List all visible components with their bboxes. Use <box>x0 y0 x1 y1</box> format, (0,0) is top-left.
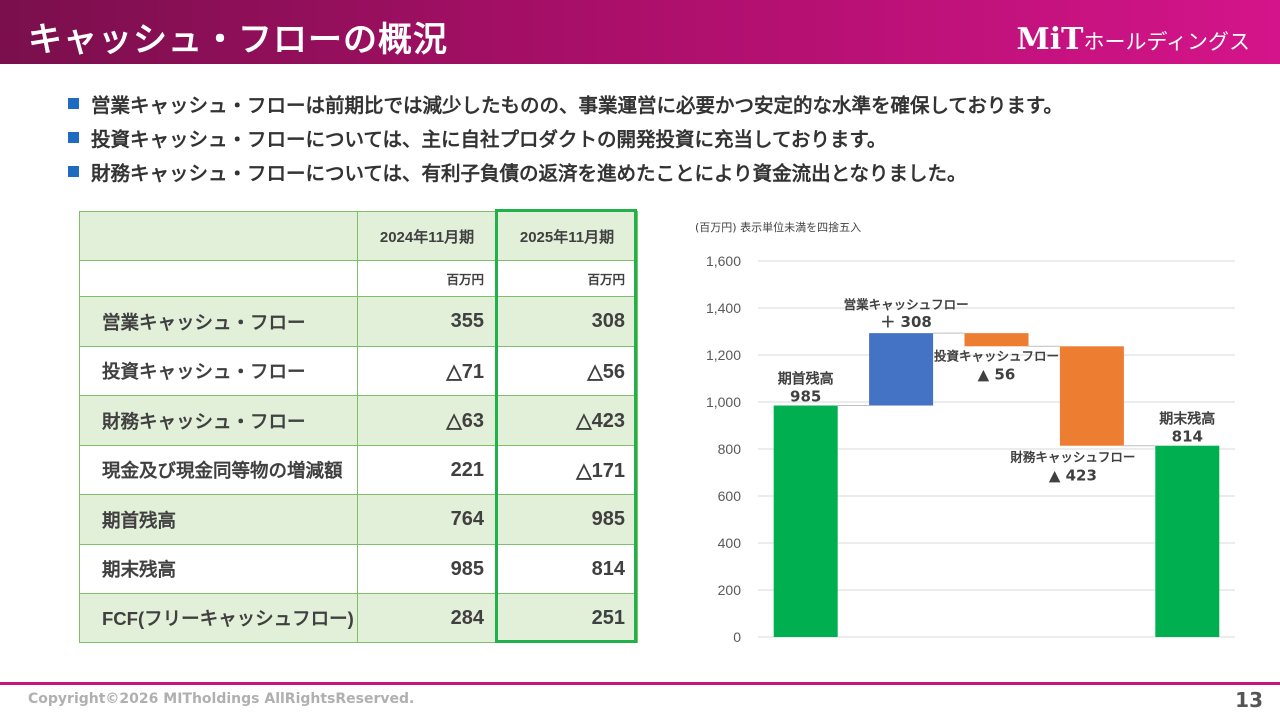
row-label: 期首残高 <box>79 494 358 545</box>
y-tick-label: 1,600 <box>706 253 741 269</box>
chart-unit-note: (百万円) 表示単位未満を四捨五入 <box>695 221 862 234</box>
cashflow-table: 2024年11月期 2025年11月期 百万円 百万円 営業キャッシュ・フロー … <box>79 211 638 643</box>
waterfall-bar <box>1059 346 1124 446</box>
bar-value-label: 814 <box>1172 428 1203 446</box>
square-bullet-icon <box>68 131 79 143</box>
waterfall-bar <box>1155 445 1220 637</box>
waterfall-bar <box>964 333 1029 347</box>
header-empty-cell <box>79 211 358 261</box>
y-tick-label: 800 <box>718 441 742 457</box>
table-row: 営業キャッシュ・フロー 355 308 <box>79 296 638 347</box>
row-value-2024: 284 <box>357 593 497 643</box>
table-row: 期末残高 985 814 <box>79 544 638 594</box>
row-value-2025: 814 <box>496 544 638 594</box>
header-bar: キャッシュ・フローの概況 MiTホールディングス <box>0 0 1280 64</box>
logo-text: ホールディングス <box>1083 30 1250 54</box>
logo-mark: MiT <box>1016 22 1084 57</box>
bar-name-label: 財務キャッシュフロー <box>1009 450 1135 465</box>
copyright-text: Copyright©2026 MITholdings AllRightsRese… <box>28 691 415 707</box>
waterfall-bar <box>869 333 934 406</box>
bullet-text: 営業キャッシュ・フローは前期比では減少したものの、事業運営に必要かつ安定的な水準… <box>91 93 1063 117</box>
bar-value-label: 985 <box>790 388 821 406</box>
page-title: キャッシュ・フローの概況 <box>28 20 448 60</box>
y-tick-label: 400 <box>718 535 742 551</box>
table-row: 現金及び現金同等物の増減額 221 △171 <box>79 445 638 495</box>
square-bullet-icon <box>68 97 79 109</box>
row-value-2024: 221 <box>357 445 497 495</box>
y-tick-label: 0 <box>733 629 741 645</box>
row-value-2025: △171 <box>496 445 638 495</box>
footer-divider <box>0 682 1280 685</box>
table-unit-row: 百万円 百万円 <box>79 260 638 297</box>
company-logo: MiTホールディングス <box>1017 22 1250 57</box>
bullet-investing: 投資キャッシュ・フローについては、主に自社プロダクトの開発投資に充当しております… <box>68 120 1063 154</box>
row-label: 期末残高 <box>79 544 358 594</box>
bullet-operating: 営業キャッシュ・フローは前期比では減少したものの、事業運営に必要かつ安定的な水準… <box>68 86 1063 120</box>
unit-2024: 百万円 <box>357 260 497 297</box>
row-value-2025: 251 <box>496 593 638 643</box>
row-value-2025: 985 <box>496 494 638 545</box>
table-header-row: 2024年11月期 2025年11月期 <box>79 211 638 261</box>
waterfall-bar <box>773 405 838 637</box>
row-value-2025: △423 <box>496 395 638 446</box>
unit-2025: 百万円 <box>496 260 638 297</box>
row-value-2024: △71 <box>357 346 497 396</box>
bar-value-label: ▲ 56 <box>978 365 1016 383</box>
table-row: FCF(フリーキャッシュフロー) 284 251 <box>79 593 638 643</box>
unit-empty-cell <box>79 260 358 297</box>
row-value-2024: △63 <box>357 395 497 446</box>
bar-value-label: ＋ 308 <box>880 313 932 331</box>
row-label: 営業キャッシュ・フロー <box>79 296 358 347</box>
summary-bullets: 営業キャッシュ・フローは前期比では減少したものの、事業運営に必要かつ安定的な水準… <box>68 86 1063 188</box>
row-value-2025: 308 <box>496 296 638 347</box>
row-label: 財務キャッシュ・フロー <box>79 395 358 446</box>
bar-name-label: 期首残高 <box>778 371 834 388</box>
bar-name-label: 営業キャッシュフロー <box>844 297 969 312</box>
y-tick-label: 600 <box>718 488 742 504</box>
y-tick-label: 1,000 <box>706 394 741 410</box>
square-bullet-icon <box>68 165 79 177</box>
y-tick-label: 200 <box>718 582 742 598</box>
page-number: 13 <box>1235 688 1263 712</box>
row-value-2024: 355 <box>357 296 497 347</box>
y-tick-label: 1,400 <box>706 300 741 316</box>
waterfall-chart: 0 200 400 600 800 1,000 1,200 1,400 1,600 期首残高985… <box>706 253 1235 645</box>
row-value-2025: △56 <box>496 346 638 396</box>
row-value-2024: 764 <box>357 494 497 545</box>
bar-name-label: 投資キャッシュフロー <box>934 348 1059 363</box>
bullet-financing: 財務キャッシュ・フローについては、有利子負債の返済を進めたことにより資金流出とな… <box>68 154 1063 188</box>
y-tick-label: 1,200 <box>706 347 741 363</box>
column-header-2025: 2025年11月期 <box>496 211 638 261</box>
row-label: 投資キャッシュ・フロー <box>79 346 358 396</box>
bar-value-label: ▲ 423 <box>1049 467 1097 485</box>
bar-name-label: 期末残高 <box>1159 411 1215 428</box>
bullet-text: 投資キャッシュ・フローについては、主に自社プロダクトの開発投資に充当しております… <box>91 127 887 151</box>
row-value-2024: 985 <box>357 544 497 594</box>
table-row: 期首残高 764 985 <box>79 494 638 545</box>
table-row: 投資キャッシュ・フロー △71 △56 <box>79 346 638 396</box>
row-label: 現金及び現金同等物の増減額 <box>79 445 358 495</box>
table-row: 財務キャッシュ・フロー △63 △423 <box>79 395 638 446</box>
row-label: FCF(フリーキャッシュフロー) <box>79 593 358 643</box>
column-header-2024: 2024年11月期 <box>357 211 497 261</box>
bullet-text: 財務キャッシュ・フローについては、有利子負債の返済を進めたことにより資金流出とな… <box>91 161 967 185</box>
